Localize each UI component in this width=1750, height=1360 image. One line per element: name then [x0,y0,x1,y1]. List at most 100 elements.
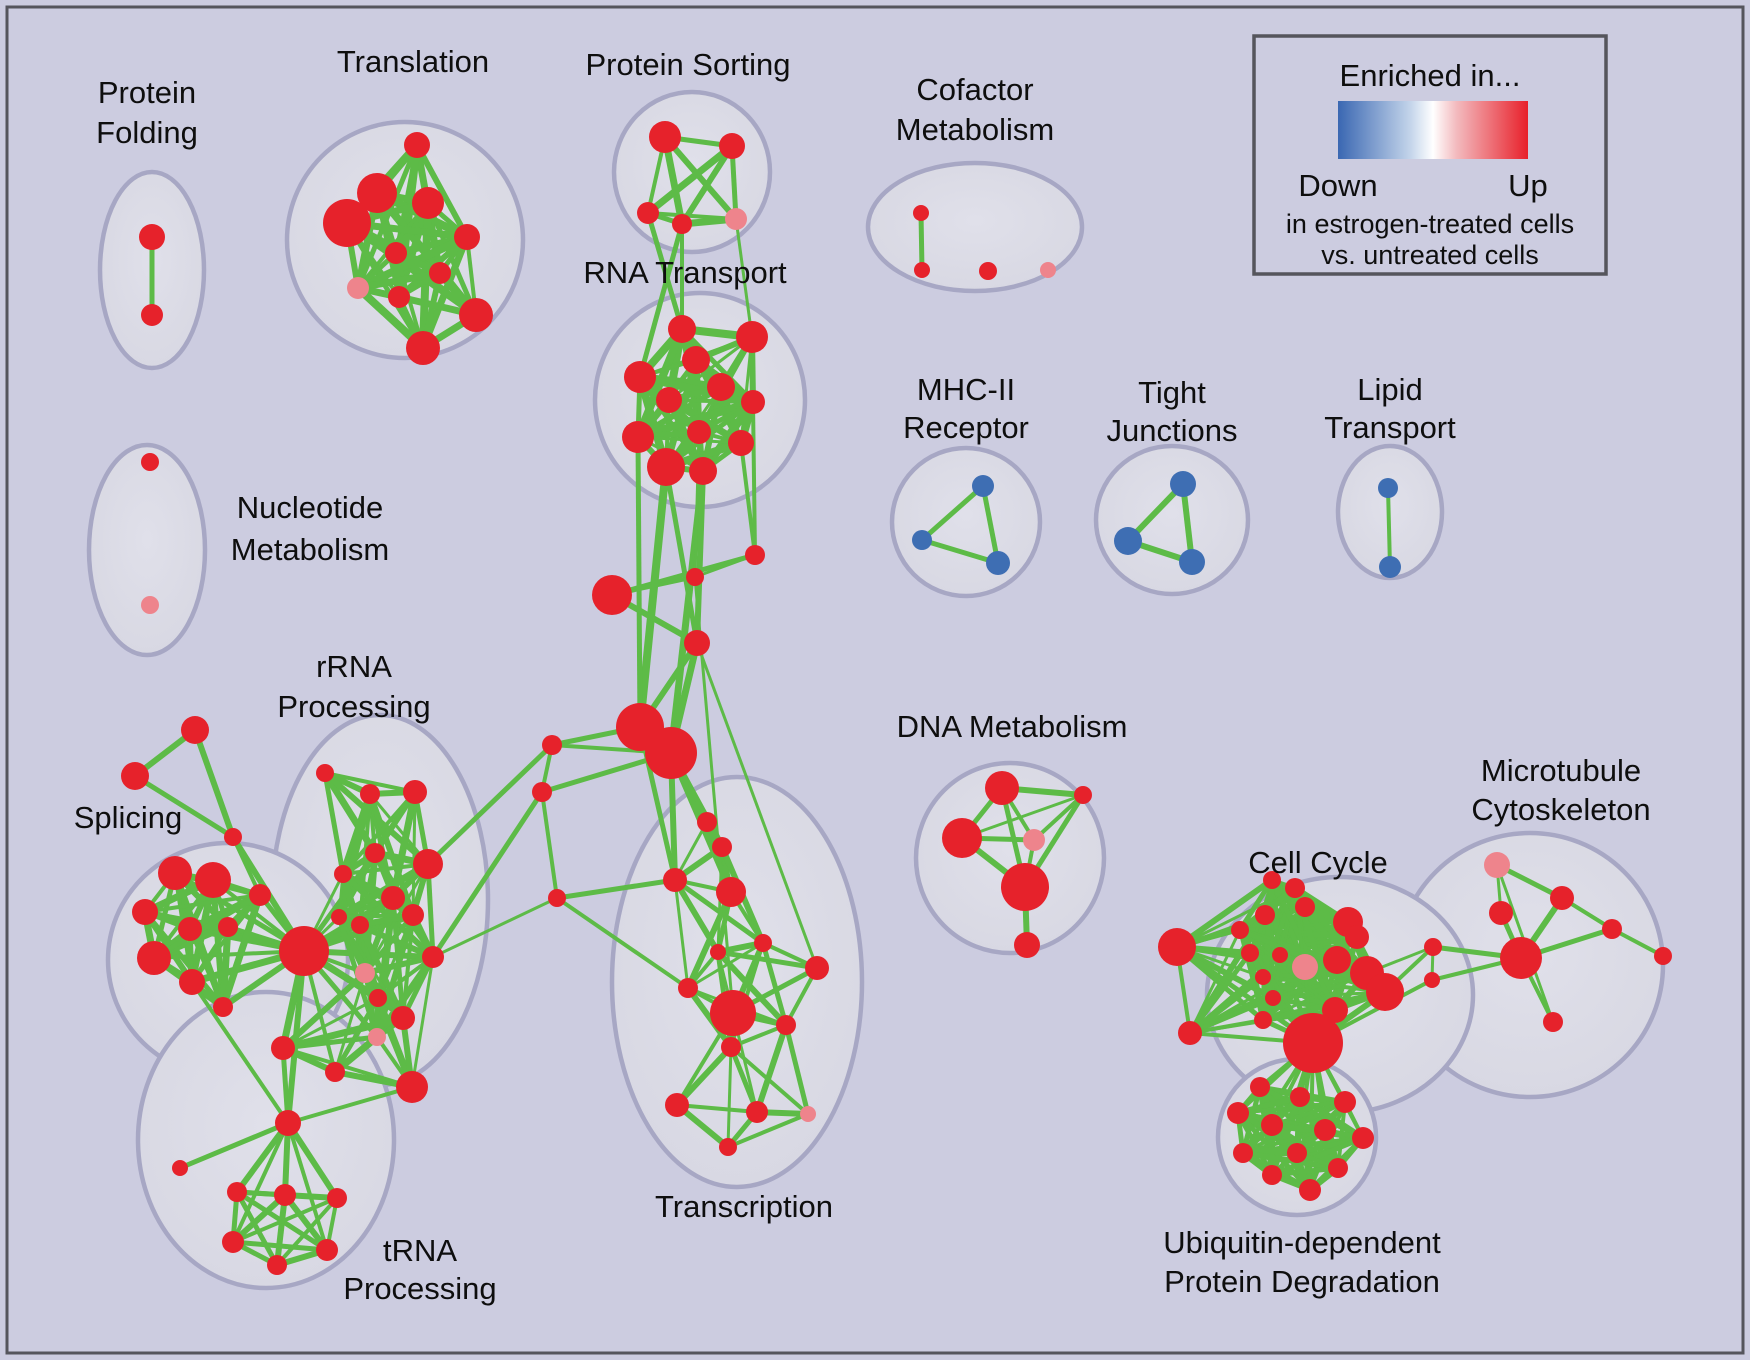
network-edge [234,1121,291,1194]
network-node [678,978,698,998]
network-edge [673,879,690,989]
network-node [357,173,397,213]
network-edge [282,1014,404,1052]
network-node [141,304,163,326]
network-edge [1188,929,1242,1034]
network-edge [192,728,236,839]
network-node [368,1028,386,1046]
network-node [1322,997,1348,1023]
network-edge [636,466,670,728]
network-edge [645,212,685,330]
network-edge [693,431,701,578]
network-node [179,969,205,995]
network-edge [426,743,554,866]
network-node [1178,1021,1202,1045]
cluster-label-splicing: Splicing [74,800,183,835]
network-edge [219,893,264,1009]
cluster-label-ubiquitin-degradation: Protein Degradation [1164,1264,1440,1299]
network-node [141,453,159,471]
network-edge [285,1121,340,1200]
network-node [222,1231,244,1253]
network-edge [635,436,643,728]
network-node [689,457,717,485]
legend-caption-line1: in estrogen-treated cells [1286,209,1574,239]
cluster-label-protein-sorting: Protein Sorting [585,47,790,82]
network-node [1484,852,1510,878]
network-edge [232,1239,328,1253]
network-node [218,917,238,937]
network-edge [153,949,305,960]
cluster-label-protein-folding: Protein [98,75,196,110]
network-node [351,916,369,934]
cluster-ellipse-transcription [609,774,865,1190]
network-node [331,909,347,925]
network-node [697,812,717,832]
network-node [912,530,932,550]
network-node [710,990,756,1036]
network-edge [364,954,434,976]
network-node [656,387,682,413]
cluster-ellipse-mhc-ii-receptor [889,445,1043,599]
network-node [1040,262,1056,278]
network-node [776,1015,796,1035]
network-node [274,1184,296,1206]
network-node [1255,905,1275,925]
network-edge [275,1196,339,1267]
network-node [325,1062,345,1082]
network-edge [333,972,367,1073]
network-node [459,298,493,332]
network-edge [728,1046,760,1113]
network-edge [961,793,1084,840]
cluster-label-tight-junctions: Junctions [1107,413,1238,448]
network-node [637,202,659,224]
network-node [1366,973,1404,1011]
network-node [1023,829,1045,851]
network-node [746,1101,768,1123]
network-node [1001,863,1049,911]
network-node [719,1138,737,1156]
network-edge [234,1190,280,1267]
network-edge [679,144,735,226]
network-node [412,187,444,219]
legend-gradient-bar [1338,101,1528,159]
network-node [347,277,369,299]
cluster-label-nucleotide-metabolism: Nucleotide [237,490,383,525]
network-edge [729,1045,810,1116]
network-node [754,934,772,952]
network-node [1250,1077,1270,1097]
network-node [716,877,746,907]
network-node [686,568,704,586]
network-edge [230,1192,288,1245]
network-node [1334,1091,1356,1113]
network-node [1272,947,1288,963]
network-node [132,899,158,925]
network-node [1114,527,1142,555]
network-node [672,214,692,234]
network-edge [190,980,290,1125]
network-node [1261,1114,1283,1136]
network-node [1654,947,1672,965]
network-node [1263,871,1281,889]
cluster-label-trna-processing: Processing [343,1271,496,1306]
network-edge [1386,487,1392,568]
legend-title: Enriched in... [1340,58,1521,93]
network-edge [662,135,739,221]
cluster-label-lipid-transport: Lipid [1357,372,1423,407]
network-node [141,596,159,614]
cluster-label-ubiquitin-degradation: Ubiquitin-dependent [1163,1225,1441,1260]
network-edge [335,793,374,918]
network-node [369,989,387,1007]
network-edge [556,877,676,901]
network-node [279,926,329,976]
network-node [137,941,171,975]
network-node [1170,471,1196,497]
network-node [725,208,747,230]
cluster-ellipse-tight-junctions [1093,443,1251,597]
network-edge [1271,1165,1339,1178]
legend-up-label: Up [1508,168,1548,203]
network-edge [337,860,430,921]
network-node [388,286,410,308]
network-edge [411,791,417,916]
network-edge [540,791,559,899]
network-edge [357,269,441,292]
